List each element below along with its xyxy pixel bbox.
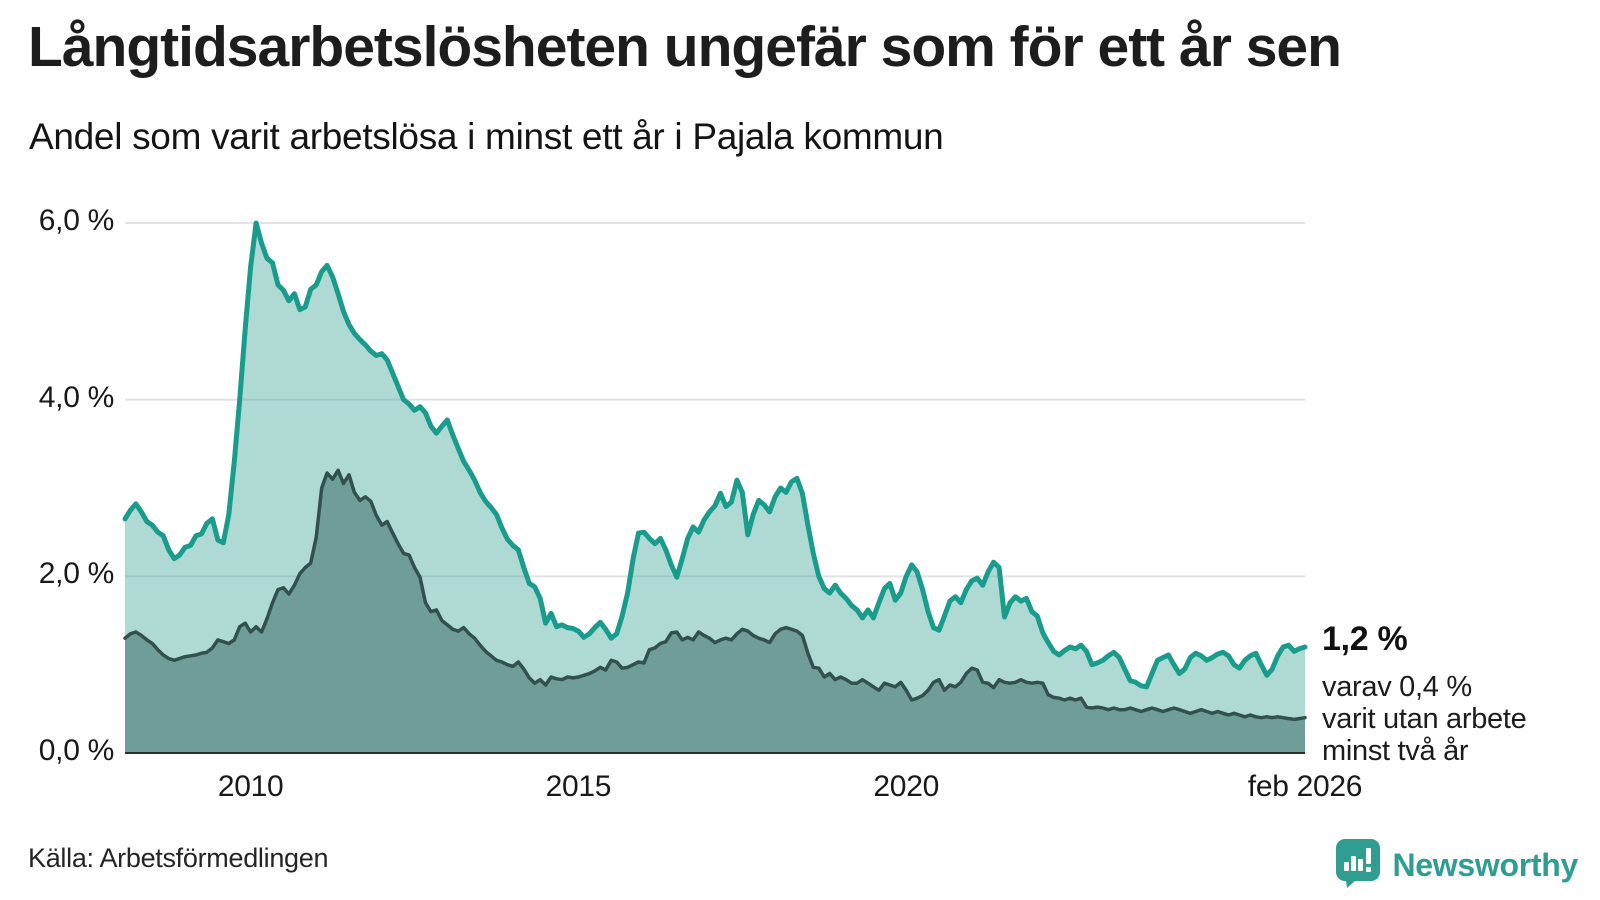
- page-title: Långtidsarbetslösheten ungefär som för e…: [28, 15, 1342, 79]
- callout-detail-line-1: varav 0,4 %: [1322, 671, 1472, 703]
- latest-value-callout: 1,2 % varav 0,4 % varit utan arbete mins…: [1322, 620, 1592, 768]
- newsworthy-branding-link[interactable]: Newsworthy: [1335, 838, 1579, 893]
- callout-detail-line-2: varit utan arbete: [1322, 703, 1527, 736]
- callout-detail: varav 0,4 % varit utan arbete minst två …: [1322, 671, 1592, 768]
- y-tick-label-4: 4,0 %: [38, 380, 115, 414]
- page-subtitle: Andel som varit arbetslösa i minst ett å…: [29, 116, 944, 157]
- newsworthy-logo-icon: [1335, 838, 1381, 893]
- series-areas: [125, 223, 1305, 753]
- x-tick-label-2010: 2010: [217, 770, 284, 803]
- source-attribution: Källa: Arbetsförmedlingen: [28, 843, 329, 873]
- x-tick-label-2015: 2015: [545, 770, 612, 803]
- series-lines: [122, 220, 1308, 722]
- x-tick-label-feb-2026: feb 2026: [1247, 770, 1363, 803]
- latest-value: 1,2 %: [1322, 620, 1408, 658]
- y-tick-label-2: 2,0 %: [38, 557, 115, 591]
- newsworthy-wordmark: Newsworthy: [1392, 847, 1579, 883]
- callout-detail-line-3: minst två år: [1322, 735, 1469, 768]
- y-tick-label-0: 0,0 %: [38, 734, 115, 767]
- y-tick-label-6: 6,0 %: [38, 204, 115, 238]
- x-tick-label-2020: 2020: [873, 770, 939, 803]
